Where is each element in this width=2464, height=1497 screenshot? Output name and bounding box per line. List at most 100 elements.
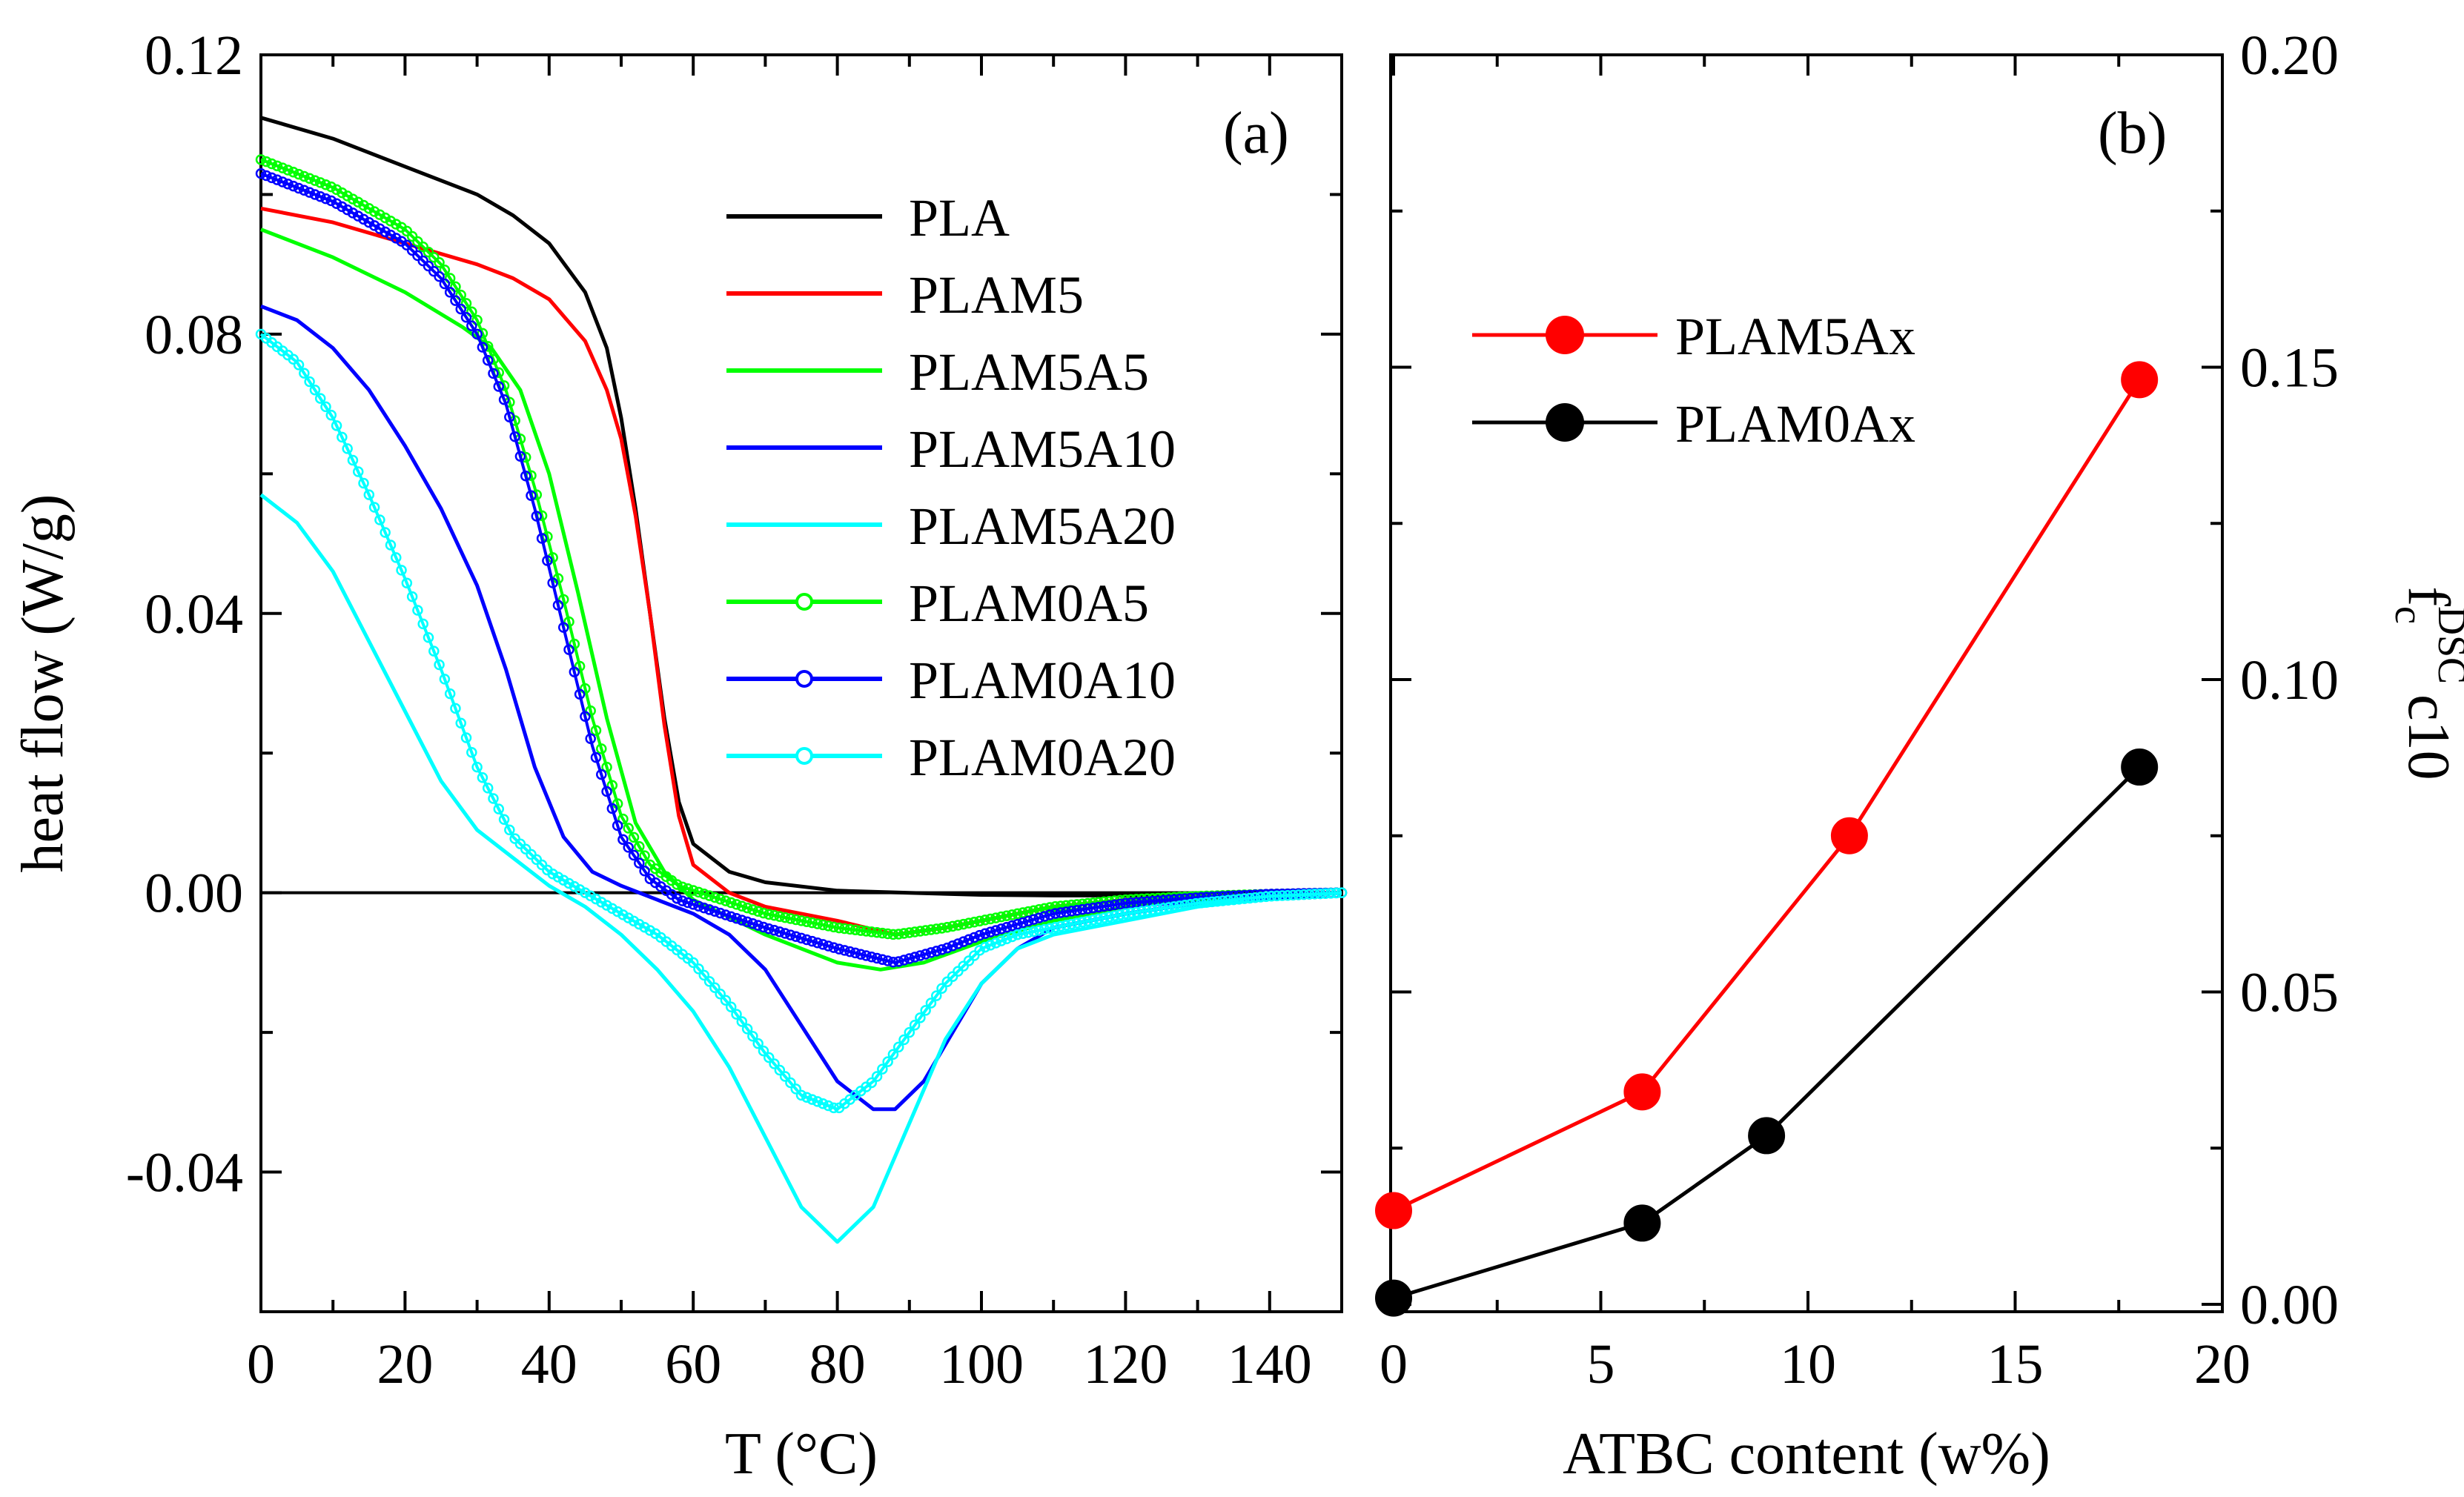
series-point-PLAM0A10 [920,949,931,960]
series-point-PLAM0A5 [990,912,1001,923]
series-point-PLAM0A10 [1066,906,1077,917]
series-point-PLAM0A20 [612,906,623,917]
series-point-PLAM0A10 [552,600,564,611]
series-point-PLAM0A5 [741,902,753,914]
series-point-PLAM0A10 [536,533,548,544]
series-point-PLAM0A5 [547,552,558,563]
legend-marker-PLAM5Ax [1546,316,1584,354]
series-point-PLAM0A20 [1152,903,1164,915]
panel-a-ylabel: heat flow (W/g) [10,494,76,873]
series-point-PLAM0A5 [255,154,267,165]
series-point-PLAM0A5 [466,306,477,317]
series-point-PLAM0A10 [1174,893,1185,905]
series-point-PLAM0A20 [984,940,996,951]
series-point-PLAM0A20 [368,502,380,513]
series-point-PLAM0A10 [785,929,796,940]
series-point-PLAM0A5 [385,215,397,227]
series-point-PLAM0A10 [747,918,758,929]
series-point-PLAM0A10 [990,925,1001,936]
series-PLAM0A20 [255,328,1348,1114]
legend-label-PLAM5A10: PLAM5A10 [909,419,1176,479]
series-point-PLAM0A5 [672,879,683,890]
series-point-PLAM0A20 [1066,918,1077,930]
series-point-PLAM0A20 [439,674,451,685]
series-point-PLAM0A20 [1136,906,1147,917]
legend-label-PLA: PLA [909,188,1010,248]
series-point-PLAM0A20 [1076,916,1088,928]
series-point-PLAM0A5 [304,173,315,185]
series-point-PLAM0A5 [434,257,445,268]
series-point-PLAM0A20 [866,1077,878,1089]
series-point-PLAM0A5 [833,922,845,934]
series-point-PLAM0A20 [736,1016,748,1027]
series-point-PLAM0A5 [871,927,883,938]
series-point-PLAM0A20 [1314,888,1326,900]
series-point-PLAM0A5 [725,897,737,909]
series-point-PLAM0A5 [471,314,483,326]
panel-a-xtick-label: 140 [1228,1333,1312,1395]
series-point-PLAM0A20 [363,489,375,500]
series-point-PLAM0A10 [444,287,456,298]
series-point-PLAM0A20 [552,872,564,883]
series-point-PLAM0A20 [482,783,494,794]
panel-a-ytick-label: 0.04 [145,583,243,645]
series-point-PLAM0A10 [1033,912,1045,923]
series-point-PLAM0A10 [866,951,878,963]
series-point-PLAM0A20 [488,793,499,804]
series-point-PLAM0A10 [596,769,607,780]
series-point-PLAM0A5 [969,916,980,928]
series-point-PLAM0A10 [493,381,505,392]
series-point-PLAM0A20 [990,937,1001,949]
series-point-PLAM0A10 [504,411,515,423]
series-PLAM0Ax [1375,748,2159,1317]
series-point-PLAM0A20 [909,1019,921,1031]
series-point-PLAM0A20 [1212,895,1223,907]
series-point-PLAM0A10 [1076,904,1088,915]
series-point-PLAM0A5 [764,909,775,920]
series-point-PLAM0A20 [428,645,440,657]
series-point-PLAM0A10 [331,198,342,209]
series-point-PLAM0A5 [677,881,688,893]
series-point-PLAM0A5 [352,196,364,208]
series-point-PLAM0A20 [293,359,305,371]
series-point-PLAM0A10 [314,191,326,202]
legend-label-PLAM5A20: PLAM5A20 [909,497,1176,556]
series-point-PLAM0A10 [812,937,824,949]
series-point-PLAM0A20 [337,431,348,443]
series-point-PLAM0A5 [374,209,385,221]
series-point-PLAM0A5 [580,683,591,694]
series-point-PLAM0A20 [887,1049,899,1060]
series-point-PLAM0A20 [1319,888,1331,899]
legend-marker-PLAM0A10 [795,670,813,688]
series-point-PLAM0A5 [271,160,283,172]
series-point-PLAM0A20 [715,989,726,1000]
series-point-PLAM0A20 [974,945,985,956]
series-point-PLAM0A10 [974,929,985,941]
series-point-PLAM0A20 [325,409,337,421]
series-point-PLAM0A5 [941,922,953,933]
series-point-PLAM0A10 [1114,898,1126,910]
series-point-PLAM0A20 [374,514,385,525]
series-point-PLAM0A5 [877,927,888,939]
series-point-PLAM0A10 [698,902,710,914]
series-point-PLAM0A20 [563,877,574,889]
series-point-PLAM0A20 [606,903,618,915]
series-point-PLAM0A5 [325,181,337,193]
series-point-PLAM0A10 [368,220,380,231]
series-point-PLAM0A5 [1050,901,1061,912]
series-point-PLAM0A10 [482,354,494,366]
series-point-PLAM0A10 [1168,894,1180,905]
series-point-PLAM0A5 [758,907,769,919]
series-point-PLAM0A20 [731,1009,742,1020]
series-point-PLAM0A5 [979,915,991,926]
series-point-PLAM0A10 [741,916,753,928]
series-point-PLAM0A5 [276,162,288,173]
panel-b-ytick-label: 0.15 [2240,337,2339,399]
series-point-PLAM0A5 [925,924,937,935]
series-point-PLAM5Ax [1830,817,1868,854]
series-point-PLAM0A10 [861,950,872,961]
series-point-PLAM0A20 [309,385,321,396]
series-point-PLAM0A5 [261,156,272,167]
series-point-PLAM0A5 [590,725,602,736]
